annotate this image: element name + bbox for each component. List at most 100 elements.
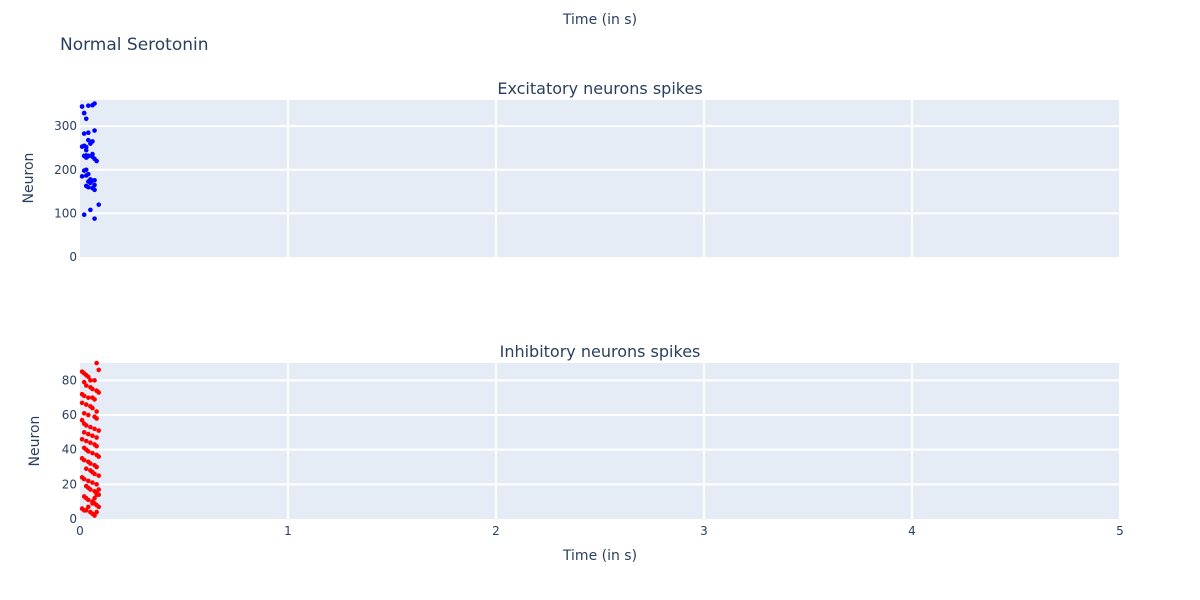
top-x-axis-title: Time (in s) [562, 12, 637, 28]
spike-point [86, 412, 91, 418]
spike-point [96, 454, 102, 459]
spike-point [94, 482, 99, 487]
spike-point [94, 435, 99, 440]
y-tick-label: 20 [62, 477, 77, 491]
inhibitory-grid [80, 363, 1121, 519]
spike-point [88, 424, 93, 430]
spike-point [94, 360, 99, 366]
inhibitory-subplot-title: Inhibitory neurons spikes [500, 342, 701, 361]
spike-point [81, 476, 87, 482]
y-tick-label: 0 [69, 512, 77, 526]
spike-point [79, 436, 85, 442]
spike-point [90, 480, 95, 485]
x-tick-label: 2 [492, 524, 500, 538]
x-tick-label: 3 [700, 524, 708, 538]
y-tick-label: 80 [62, 373, 77, 387]
spike-point [86, 137, 91, 143]
spike-point [86, 449, 91, 454]
spike-point [81, 393, 87, 399]
spike-point [94, 416, 99, 421]
bottom-x-axis-title: Time (in s) [562, 548, 637, 564]
spike-point [79, 174, 85, 179]
spike-point [86, 130, 91, 136]
x-tick-label: 1 [284, 524, 292, 538]
excitatory-spikes [79, 101, 102, 221]
inhibitory-y-axis-title: Neuron [27, 416, 43, 467]
spike-point [86, 184, 91, 190]
spike-point [94, 158, 99, 164]
spike-point [88, 487, 93, 492]
inhibitory-panel: Inhibitory neurons spikes 0 1 2 3 4 5 0 20 40 60 8… [27, 342, 1124, 564]
excitatory-panel: Excitatory neurons spikes 0 100 200 300 Neu… [21, 79, 1121, 264]
spike-point [94, 492, 99, 498]
spike-point [94, 464, 99, 470]
spike-point [96, 428, 102, 433]
x-tick-label: 5 [1116, 524, 1124, 538]
excitatory-y-axis-title: Neuron [21, 153, 37, 204]
y-tick-label: 100 [54, 206, 77, 220]
y-tick-label: 40 [62, 443, 77, 457]
y-tick-label: 60 [62, 408, 77, 422]
spike-point [83, 116, 89, 122]
spike-point [83, 173, 89, 178]
spike-point [86, 103, 91, 108]
spike-point [96, 202, 102, 207]
spike-point [88, 461, 93, 466]
excitatory-tick-labels: 0 100 200 300 [54, 119, 77, 264]
y-tick-label: 200 [54, 163, 77, 177]
spike-point [90, 151, 95, 157]
spike-point [83, 147, 89, 153]
spike-point [81, 212, 87, 217]
spike-point [81, 410, 87, 416]
spike-point [79, 104, 85, 109]
figure-title: Normal Serotonin [60, 35, 209, 55]
spike-point [90, 405, 95, 411]
spike-point [88, 180, 93, 186]
spike-point [90, 501, 95, 506]
spike-point [94, 509, 99, 515]
x-tick-label: 0 [76, 524, 84, 538]
spike-point [83, 402, 89, 407]
excitatory-grid [80, 100, 1121, 257]
spike-point [79, 400, 85, 406]
spike-point [92, 187, 97, 193]
spike-point [92, 471, 97, 477]
spike-point [81, 110, 87, 116]
spike-point [81, 379, 87, 385]
y-tick-label: 300 [54, 119, 77, 133]
spike-point [92, 397, 97, 402]
spike-point [83, 438, 89, 444]
spike-point [79, 417, 85, 423]
excitatory-subplot-title: Excitatory neurons spikes [497, 79, 702, 98]
spike-point [96, 367, 102, 373]
spike-point [86, 153, 91, 159]
spike-point [86, 497, 91, 503]
spike-point [88, 141, 93, 146]
spike-point [92, 513, 97, 518]
y-tick-label: 0 [69, 250, 77, 264]
spike-point [92, 495, 97, 501]
spike-point [88, 378, 93, 383]
spike-point [88, 440, 93, 446]
spike-point [92, 426, 97, 432]
spike-point [94, 443, 99, 449]
spike-point [90, 450, 95, 456]
spike-point [88, 207, 93, 213]
spike-point [86, 431, 91, 437]
spike-point [92, 177, 97, 183]
inhibitory-tick-labels: 0 1 2 3 4 5 0 20 40 60 80 [62, 373, 1124, 538]
spike-point [79, 144, 85, 149]
spike-point [86, 374, 91, 380]
excitatory-plot-area [80, 100, 1120, 257]
spike-point [86, 504, 91, 510]
spike-point [92, 378, 97, 383]
spike-point [83, 423, 89, 428]
spike-point [92, 128, 97, 133]
inhibitory-spikes [79, 360, 102, 518]
spike-point [90, 433, 95, 439]
spike-point [83, 466, 89, 472]
spike-point [81, 508, 87, 513]
spike-point [96, 504, 102, 510]
spike-point [83, 383, 89, 388]
